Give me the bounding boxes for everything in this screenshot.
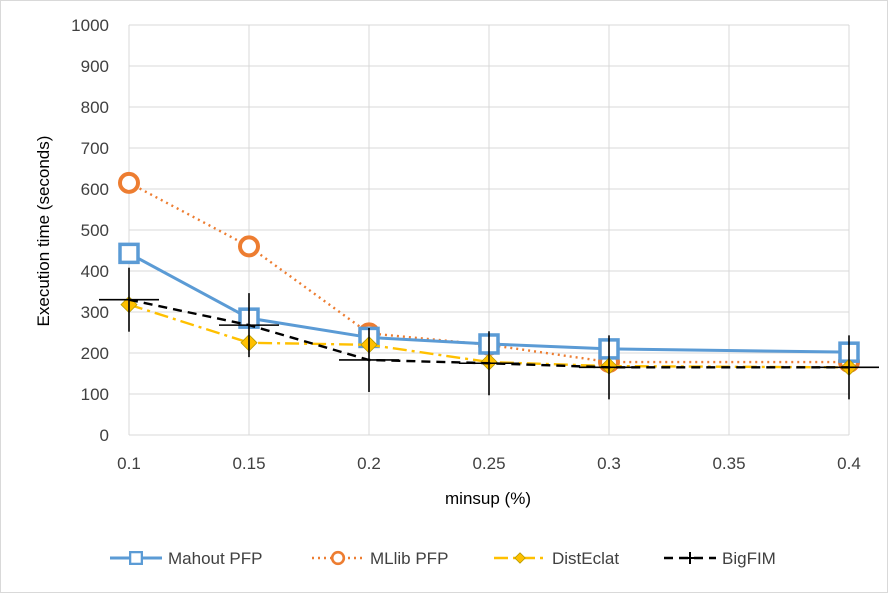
data-point	[579, 335, 639, 400]
x-tick-label: 0.25	[472, 454, 505, 473]
data-point	[219, 293, 279, 358]
data-point	[99, 267, 159, 332]
x-axis-title: minsup (%)	[445, 489, 531, 508]
y-tick-label: 700	[81, 139, 109, 158]
legend-label: Mahout PFP	[168, 549, 263, 568]
data-point	[459, 331, 519, 396]
x-tick-label: 0.15	[232, 454, 265, 473]
series-bigfim	[99, 267, 879, 400]
y-tick-label: 100	[81, 385, 109, 404]
legend-label: MLlib PFP	[370, 549, 448, 568]
series-line	[128, 303, 850, 369]
y-tick-label: 500	[81, 221, 109, 240]
x-tick-label: 0.35	[712, 454, 745, 473]
legend-label: BigFIM	[722, 549, 776, 568]
data-point	[118, 242, 140, 265]
y-tick-label: 800	[81, 98, 109, 117]
x-tick-label: 0.3	[597, 454, 621, 473]
x-axis-ticks: 0.1 0.15 0.2 0.25 0.3 0.35 0.4	[117, 454, 861, 473]
x-tick-label: 0.4	[837, 454, 861, 473]
y-axis-ticks: 0 100 200 300 400 500 600 700 800 900 1000	[71, 16, 109, 445]
data-point	[238, 235, 260, 258]
y-tick-label: 200	[81, 344, 109, 363]
y-tick-label: 600	[81, 180, 109, 199]
series-line	[128, 181, 849, 364]
legend-marker	[129, 551, 143, 565]
legend-label: DistEclat	[552, 549, 619, 568]
legend-marker	[514, 552, 526, 564]
legend-marker	[330, 550, 346, 566]
legend-item-disteclat: DistEclat	[494, 549, 619, 568]
x-tick-label: 0.2	[357, 454, 381, 473]
legend-item-mahout-pfp: Mahout PFP	[110, 549, 263, 568]
data-point	[339, 327, 399, 392]
series-line	[128, 298, 849, 369]
y-tick-label: 400	[81, 262, 109, 281]
grid-lines	[128, 24, 850, 436]
y-tick-label: 0	[100, 426, 109, 445]
y-axis-title: Execution time (seconds)	[34, 136, 53, 327]
x-tick-label: 0.1	[117, 454, 141, 473]
legend-item-bigfim: BigFIM	[664, 549, 776, 568]
series-layer	[99, 171, 879, 400]
data-point	[819, 335, 879, 400]
data-point	[118, 171, 140, 194]
y-tick-label: 900	[81, 57, 109, 76]
legend: Mahout PFP MLlib PFP DistEclat BigFIM	[110, 549, 776, 568]
series-line	[128, 252, 850, 354]
y-tick-label: 300	[81, 303, 109, 322]
legend-item-mllib-pfp: MLlib PFP	[312, 549, 448, 568]
y-tick-label: 1000	[71, 16, 109, 35]
